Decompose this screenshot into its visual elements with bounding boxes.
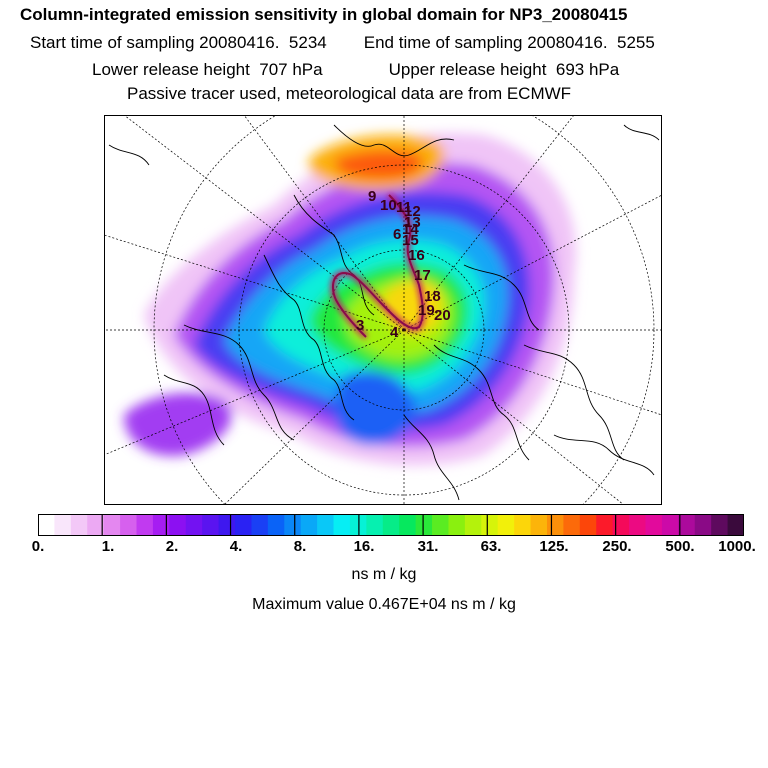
colorbar-segment bbox=[497, 514, 515, 536]
colorbar-border bbox=[38, 514, 744, 536]
start-time-text: Start time of sampling 20080416. 5234 bbox=[30, 33, 327, 52]
lower-release-text: Lower release height 707 hPa bbox=[92, 60, 323, 79]
colorbar-segment bbox=[563, 514, 581, 536]
colorbar-segment bbox=[185, 514, 203, 536]
sampling-times: Start time of sampling 20080416. 5234 End… bbox=[30, 33, 655, 53]
colorbar-tick: 31. bbox=[417, 538, 439, 555]
traj-label: 13 bbox=[404, 214, 421, 231]
upper-release-text: Upper release height 693 hPa bbox=[388, 60, 620, 79]
colorbar-segment bbox=[579, 514, 597, 536]
colorbar-segment bbox=[432, 514, 450, 536]
graticule bbox=[104, 115, 662, 505]
colorbar-segment bbox=[415, 514, 433, 536]
traj-label: 18 bbox=[424, 288, 441, 305]
sensitivity-field bbox=[124, 133, 576, 466]
colorbar-segment bbox=[235, 514, 253, 536]
traj-label: 4 bbox=[390, 324, 399, 341]
plot-title: Column-integrated emission sensitivity i… bbox=[20, 5, 628, 24]
colorbar-segment bbox=[333, 514, 351, 536]
traj-label: 20 bbox=[434, 307, 451, 324]
traj-label: 14 bbox=[402, 221, 419, 238]
colorbar-tick: 16. bbox=[353, 538, 375, 555]
traj-label: 15 bbox=[402, 232, 419, 249]
tracer-note: Passive tracer used, meteorological data… bbox=[127, 84, 572, 103]
colorbar-segment bbox=[645, 514, 663, 536]
colorbar-segment bbox=[267, 514, 285, 536]
colorbar-segment bbox=[152, 514, 170, 536]
traj-label: 11 bbox=[396, 199, 412, 216]
colorbar-tick: 250. bbox=[602, 538, 632, 555]
colorbar-segment bbox=[694, 514, 712, 536]
traj-label: 10 bbox=[380, 197, 397, 214]
colorbar-segment bbox=[661, 514, 679, 536]
colorbar-unit: ns m / kg bbox=[351, 566, 417, 583]
colorbar-segment bbox=[481, 514, 499, 536]
traj-label: 17 bbox=[414, 267, 431, 284]
colorbar-tick: 2. bbox=[165, 538, 179, 555]
traj-label: 9 bbox=[368, 188, 376, 205]
colorbar-segment bbox=[251, 514, 269, 536]
colorbar-segment bbox=[448, 514, 466, 536]
colorbar-tick: 8. bbox=[293, 538, 307, 555]
colorbar-segment bbox=[284, 514, 302, 536]
colorbar-segment bbox=[366, 514, 384, 536]
colorbar-segment bbox=[711, 514, 729, 536]
colorbar-segment bbox=[629, 514, 647, 536]
colorbar-segment bbox=[218, 514, 236, 536]
colorbar-segment bbox=[382, 514, 400, 536]
colorbar-segment bbox=[678, 514, 696, 536]
colorbar-segment bbox=[464, 514, 482, 536]
end-time-text: End time of sampling 20080416. 5255 bbox=[363, 33, 655, 52]
colorbar-segment bbox=[530, 514, 548, 536]
traj-label: 16 bbox=[408, 247, 425, 264]
colorbar-segment bbox=[87, 514, 105, 536]
colorbar-tick: 1000. bbox=[718, 538, 756, 555]
maximum-value: Maximum value 0.467E+04 ns m / kg bbox=[252, 596, 516, 613]
colorbar-segment bbox=[727, 514, 744, 536]
colorbar-segment bbox=[612, 514, 630, 536]
colorbar-tick: 500. bbox=[665, 538, 695, 555]
traj-label: 3 bbox=[356, 317, 364, 334]
colorbar-segment bbox=[169, 514, 187, 536]
colorbar-segment bbox=[70, 514, 88, 536]
colorbar-segment bbox=[120, 514, 138, 536]
sensitivity-map: 9 10 11 12 13 14 15 6 16 17 18 19 20 3 4 bbox=[104, 115, 662, 505]
colorbar-segment bbox=[38, 514, 56, 536]
colorbar-tick: 0. bbox=[31, 538, 45, 555]
colorbar-segment bbox=[546, 514, 564, 536]
colorbar bbox=[38, 514, 744, 536]
traj-label: 6 bbox=[393, 226, 401, 243]
traj-label: 12 bbox=[404, 203, 421, 220]
coastlines bbox=[108, 124, 660, 501]
colorbar-segment bbox=[54, 514, 72, 536]
colorbar-segment bbox=[202, 514, 220, 536]
colorbar-tick: 4. bbox=[229, 538, 243, 555]
colorbar-segment bbox=[399, 514, 417, 536]
colorbar-segment bbox=[103, 514, 121, 536]
colorbar-tick: 63. bbox=[480, 538, 502, 555]
colorbar-segment bbox=[317, 514, 335, 536]
trajectory-path-core bbox=[332, 194, 424, 338]
colorbar-tick: 1. bbox=[101, 538, 115, 555]
colorbar-segment bbox=[136, 514, 154, 536]
colorbar-tick: 125. bbox=[539, 538, 569, 555]
colorbar-segment bbox=[514, 514, 532, 536]
colorbar-segment bbox=[596, 514, 614, 536]
release-heights: Lower release height 707 hPa Upper releas… bbox=[92, 60, 619, 80]
colorbar-segment bbox=[300, 514, 318, 536]
traj-label: 19 bbox=[418, 302, 435, 319]
